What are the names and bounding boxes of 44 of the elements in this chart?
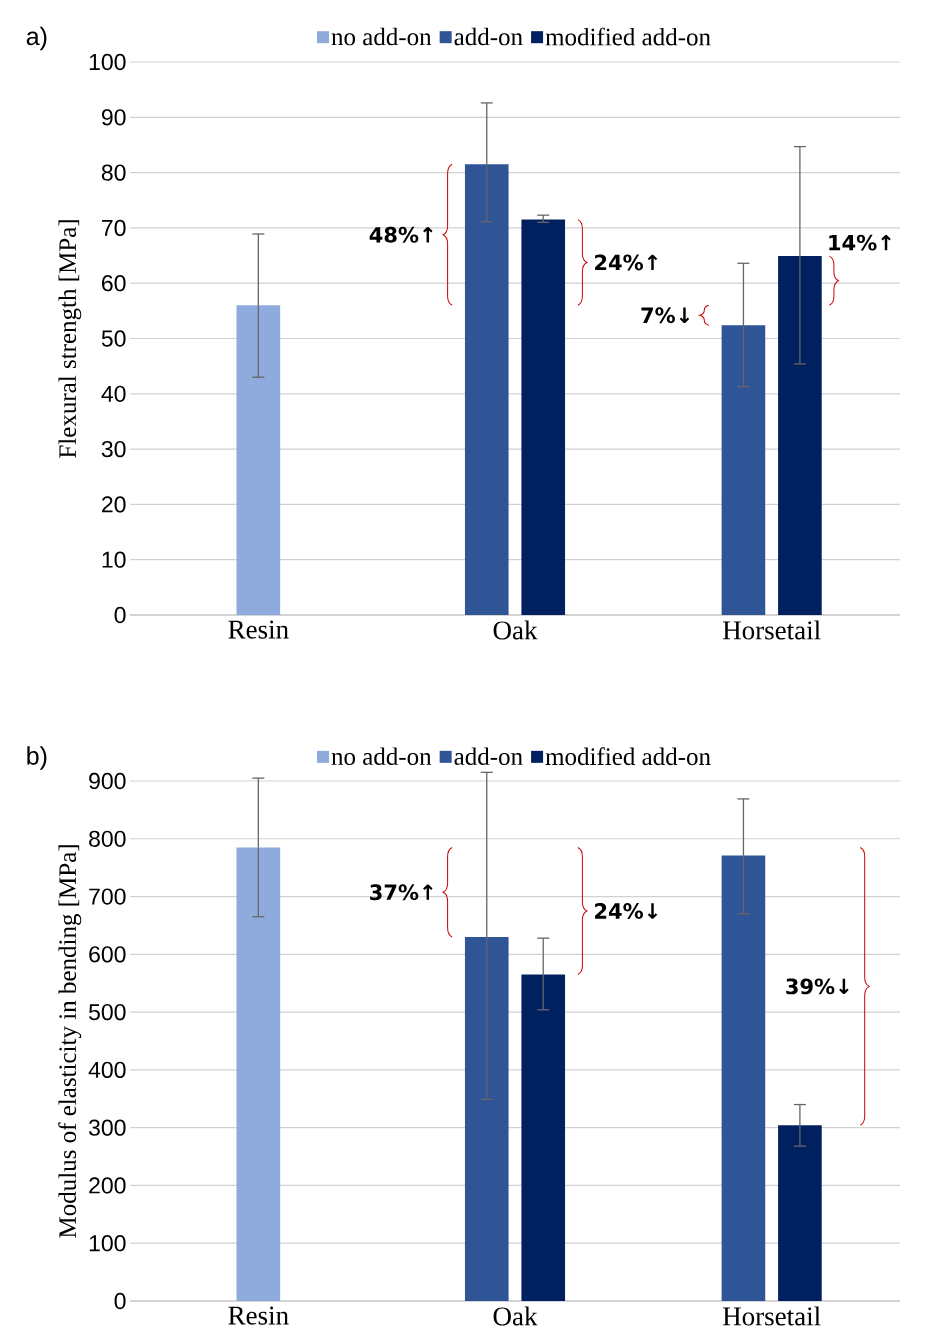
y-tick-label: 0	[114, 606, 126, 624]
y-tick-label: 30	[101, 440, 126, 458]
y-axis-title: Modulus of elasticity in bending [MPa]	[58, 845, 82, 1238]
y-axis-title: Flexural strength [MPa]	[58, 220, 82, 458]
y-tick-label: 800	[89, 830, 126, 847]
y-tick-label: 10	[102, 551, 126, 568]
annotation: 37%↑	[370, 884, 433, 901]
chart-title: a)	[26, 26, 47, 51]
legend-label: add-on	[454, 27, 523, 46]
y-tick-label: 500	[89, 1003, 126, 1021]
x-tick-label: Oak	[493, 620, 538, 640]
y-tick-label: 70	[102, 219, 126, 237]
annotation: 7%↓	[641, 307, 690, 324]
y-tick-label: 0	[114, 1292, 126, 1310]
legend-label: modified add-on	[545, 747, 711, 766]
y-tick-label: 600	[89, 946, 126, 963]
legend-label: modified add-on	[545, 27, 711, 46]
y-tick-label: 80	[101, 164, 126, 181]
y-tick-label: 200	[89, 1177, 126, 1194]
y-tick-label: 900	[89, 772, 126, 790]
y-tick-label: 60	[102, 275, 126, 292]
annotation: 14%↑	[829, 234, 891, 251]
x-tick-label: Oak	[493, 1306, 538, 1326]
x-tick-label: Resin	[228, 1306, 289, 1325]
legend-label: no add-on	[331, 747, 432, 766]
y-tick-label: 100	[89, 53, 126, 71]
x-tick-label: Resin	[228, 620, 289, 639]
annotation: 24%↑	[595, 254, 658, 271]
legend-label: no add-on	[331, 27, 432, 46]
y-tick-label: 700	[89, 888, 126, 905]
annotation: 24%↓	[595, 903, 658, 919]
chart-title: b)	[27, 746, 47, 770]
y-tick-label: 40	[101, 385, 126, 402]
annotation: 39%↓	[786, 978, 849, 995]
legend-label: add-on	[454, 747, 523, 766]
x-tick-label: Horsetail	[722, 1306, 821, 1326]
x-tick-label: Horsetail	[722, 620, 821, 640]
annotation: 48%↑	[369, 226, 433, 243]
y-tick-label: 20	[102, 496, 126, 513]
y-tick-label: 100	[89, 1235, 126, 1252]
y-tick-label: 50	[101, 330, 126, 347]
y-tick-label: 90	[101, 109, 126, 126]
y-tick-label: 400	[88, 1061, 126, 1079]
y-tick-label: 300	[88, 1119, 126, 1136]
